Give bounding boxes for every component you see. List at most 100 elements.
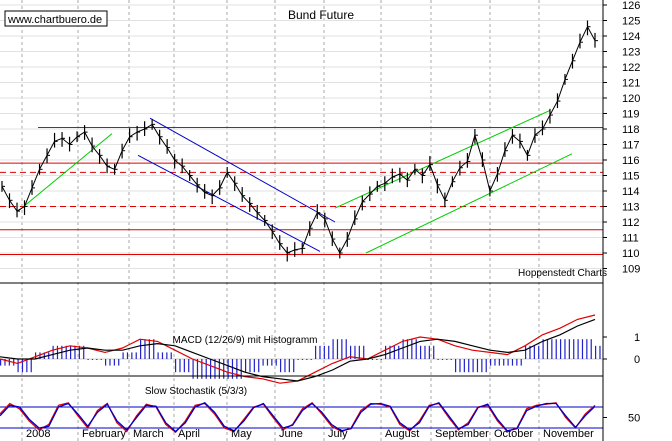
macd-histogram-bar [170, 352, 172, 359]
macd-tick-label: 1 [634, 332, 640, 344]
macd-histogram-bar [310, 359, 312, 360]
macd-histogram-bar [105, 359, 107, 366]
macd-histogram-bar [415, 339, 417, 359]
trend-line-blue-0 [149, 117, 336, 223]
macd-histogram-bar [56, 345, 59, 359]
price-tick-label: 112 [622, 217, 640, 229]
stochastic-title: Slow Stochastik (5/3/3) [145, 386, 247, 397]
price-tick-label: 124 [622, 31, 640, 43]
macd-histogram-bar [157, 352, 159, 359]
price-tick-label: 120 [622, 93, 640, 105]
macd-histogram-bar [542, 339, 544, 359]
macd-histogram-bar [450, 359, 452, 360]
macd-histogram-bar [568, 339, 570, 359]
macd-histogram-bar [201, 359, 203, 379]
macd-histogram-bar [74, 345, 76, 359]
macd-histogram-bar [586, 339, 588, 359]
macd-histogram-bar [271, 359, 273, 366]
macd-histogram-bar [161, 352, 164, 359]
macd-histogram-bar [490, 359, 492, 366]
macd-histogram-bar [564, 339, 566, 359]
price-tick-label: 116 [622, 155, 640, 167]
month-label: June [279, 428, 303, 440]
macd-histogram-bar [109, 359, 111, 366]
macd-histogram-bar [595, 345, 597, 359]
macd-histogram-bar [35, 352, 37, 359]
macd-histogram-bar [87, 359, 89, 360]
price-series [1, 20, 598, 262]
macd-series-black [0, 318, 596, 382]
macd-histogram-bar [516, 359, 518, 366]
macd-histogram-bar [179, 359, 181, 373]
macd-histogram-bar [538, 345, 540, 359]
macd-histogram-bar [52, 345, 54, 359]
macd-histogram-bar [546, 339, 549, 359]
macd-histogram-bar [131, 352, 133, 359]
macd-histogram-bar [166, 352, 168, 359]
macd-histogram-bar [441, 359, 444, 360]
macd-histogram-bar [398, 345, 400, 359]
macd-histogram-bar [380, 359, 382, 360]
macd-histogram-bar [345, 339, 347, 359]
month-label: February [82, 428, 127, 440]
macd-histogram-bar [428, 345, 430, 359]
macd-histogram-bar [472, 359, 474, 373]
macd-histogram-bar [336, 339, 339, 359]
macd-title: MACD (12/26/9) mit Histogramm [172, 335, 317, 346]
stochastic-panel [0, 401, 603, 434]
macd-histogram-bar [135, 352, 137, 359]
macd-histogram-bar [65, 345, 67, 359]
macd-histogram-bar [148, 339, 150, 359]
macd-histogram-bar [293, 359, 295, 373]
price-tick-label: 123 [622, 47, 640, 59]
macd-histogram-bar [8, 359, 10, 366]
macd-histogram-bar [301, 359, 304, 360]
macd-series-red [0, 314, 596, 384]
macd-histogram-bar [599, 345, 601, 359]
macd-histogram-bar [354, 345, 356, 359]
macd-histogram-bar [205, 359, 207, 379]
macd-histogram-bar [455, 359, 457, 373]
macd-histogram-bar [188, 359, 190, 373]
macd-histogram-bar [297, 359, 299, 360]
macd-histogram-bar [358, 345, 360, 359]
macd-histogram-bar [83, 345, 85, 359]
macd-histogram-bar [525, 345, 527, 359]
macd-histogram-bar [223, 359, 225, 379]
macd-histogram-bar [0, 359, 2, 366]
macd-histogram-bar [385, 345, 387, 359]
price-tick-label: 111 [622, 233, 639, 245]
price-tick-label: 110 [622, 248, 640, 260]
macd-histogram-bar [227, 359, 229, 379]
month-label: August [385, 428, 419, 440]
macd-histogram-bar [43, 352, 45, 359]
macd-tick-label: 0 [634, 354, 640, 366]
macd-histogram-bar [258, 359, 260, 373]
macd-histogram-bar [402, 339, 404, 359]
price-tick-label: 117 [622, 140, 640, 152]
macd-histogram-bar [437, 359, 439, 360]
macd-histogram-bar [249, 359, 251, 373]
month-label: March [133, 428, 164, 440]
macd-histogram-bar [581, 339, 584, 359]
macd-histogram-bar [424, 345, 426, 359]
macd-histogram-bar [140, 339, 142, 359]
price-tick-label: 122 [622, 62, 640, 74]
macd-histogram-bar [319, 345, 321, 359]
macd-histogram-bar [100, 359, 102, 360]
macd-histogram-bar [253, 359, 255, 373]
macd-histogram-bar [341, 339, 343, 359]
trend-line-green-1 [334, 109, 551, 209]
macd-histogram-bar [481, 359, 483, 373]
watermark: www.chartbuero.de [7, 14, 102, 26]
macd-histogram-bar [126, 352, 129, 359]
macd-histogram-bar [367, 359, 369, 360]
trend-line-green-0 [17, 133, 113, 212]
month-label: May [231, 428, 252, 440]
macd-histogram-bar [21, 359, 24, 373]
trend-line-blue-1 [137, 154, 321, 252]
trend-channels [17, 109, 573, 254]
